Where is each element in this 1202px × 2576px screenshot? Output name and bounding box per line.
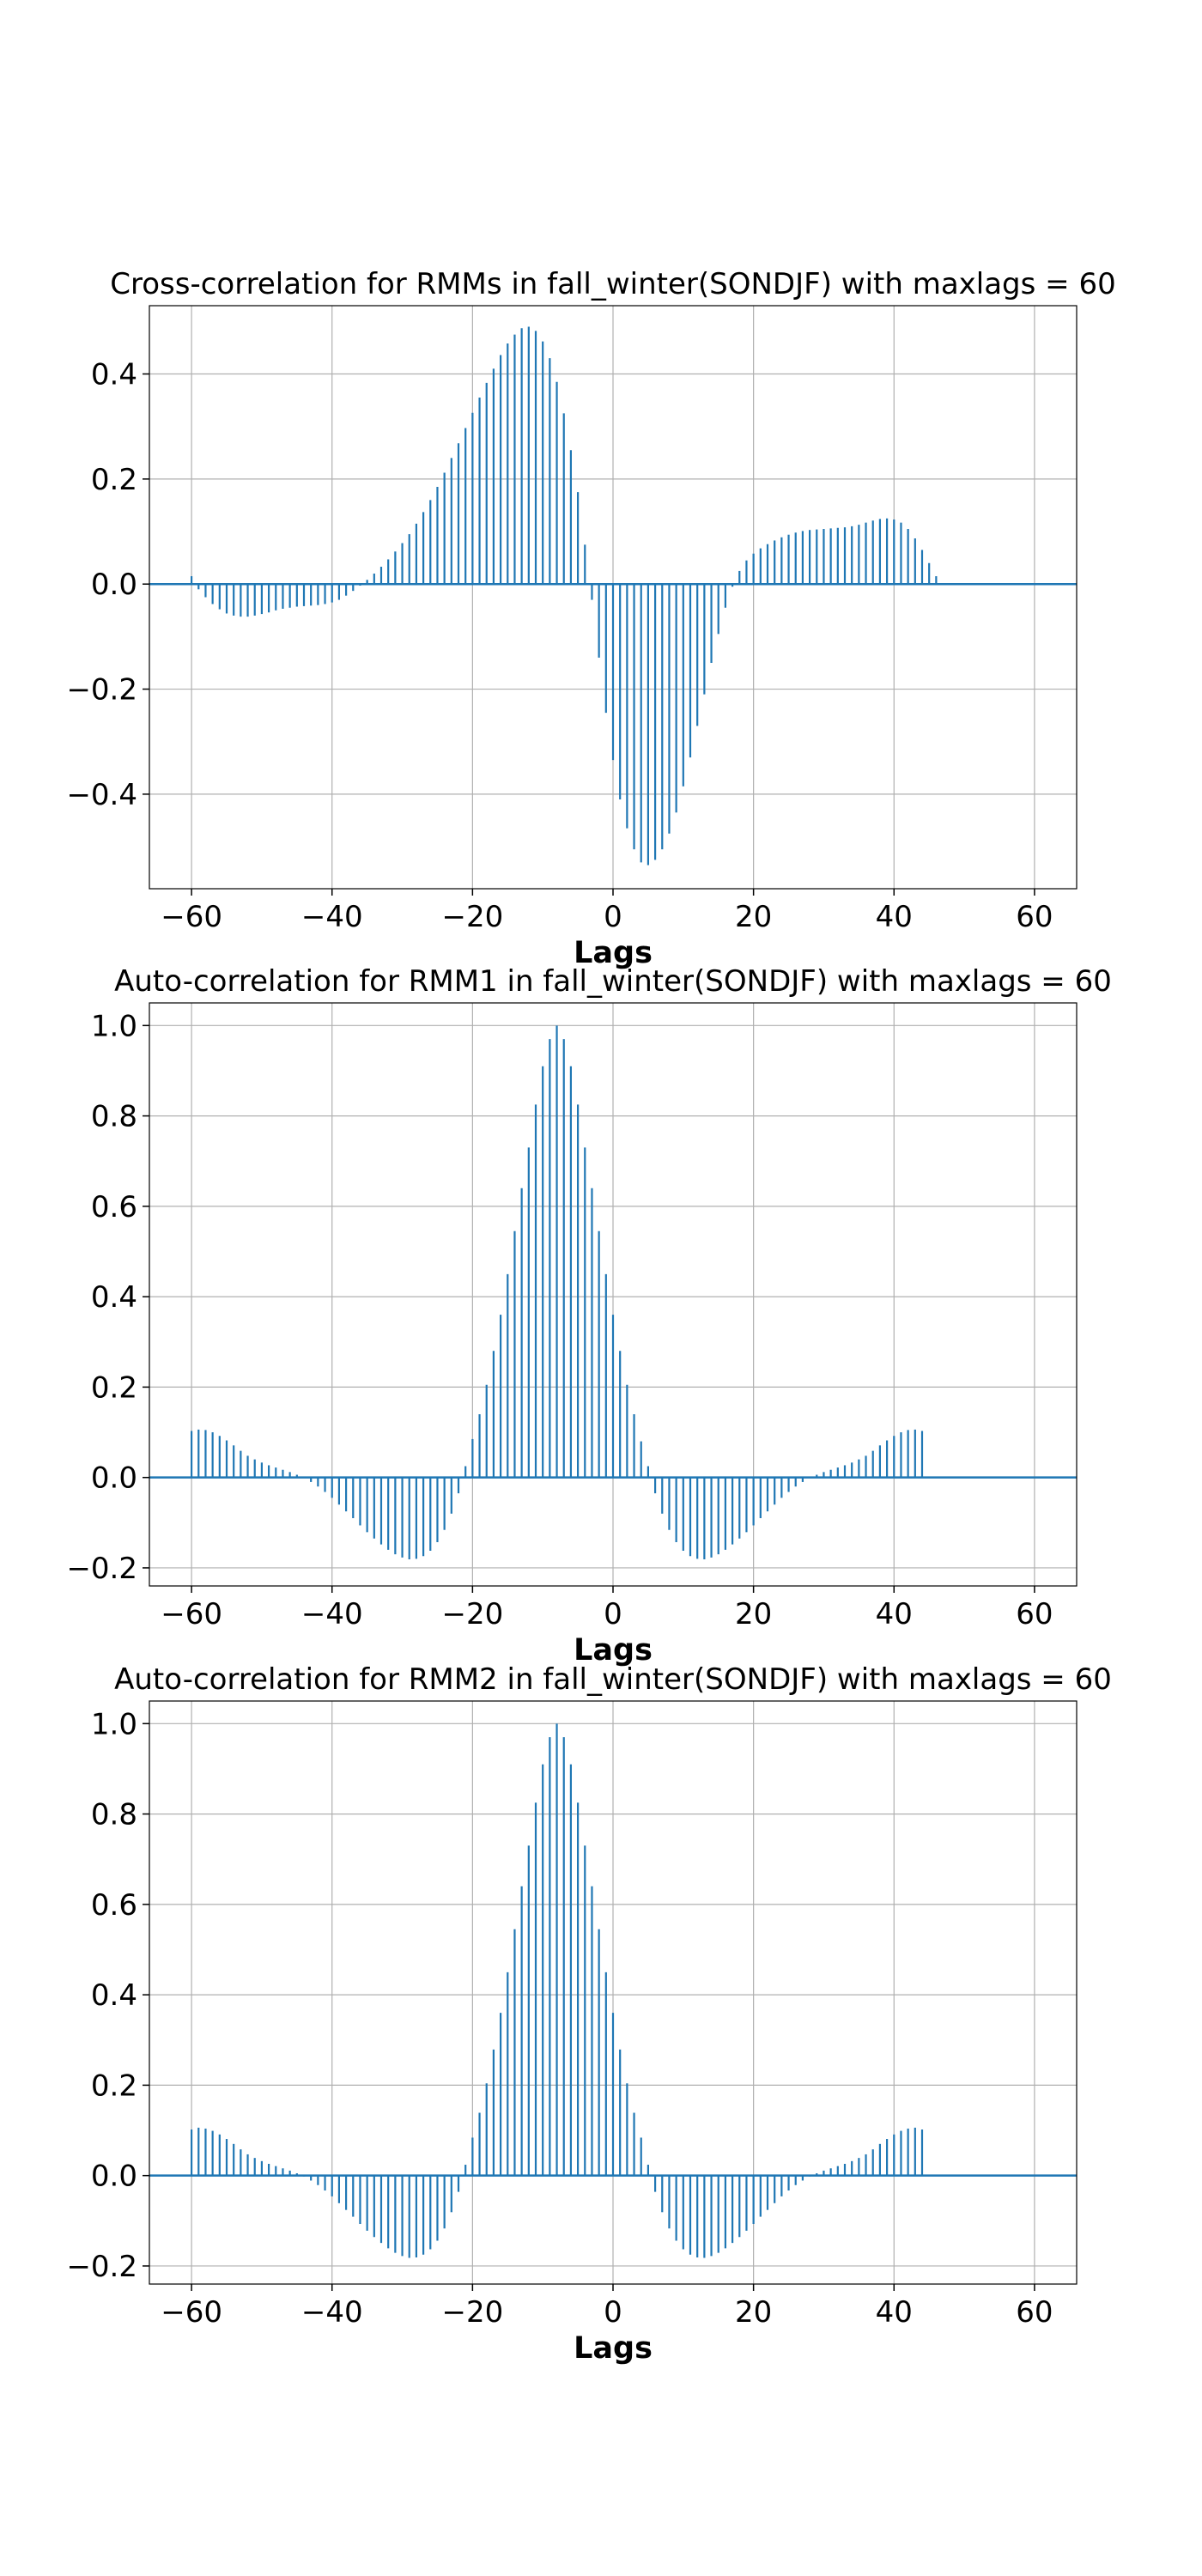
y-tick-label: 0.6 <box>91 1190 137 1224</box>
y-tick-label: 0.2 <box>91 463 137 497</box>
chart-title: Auto-correlation for RMM2 in fall_winter… <box>114 1662 1112 1697</box>
x-tick-label: −40 <box>301 2295 363 2330</box>
y-tick-label: 0.0 <box>91 1461 137 1496</box>
y-tick-label: 0.8 <box>91 1100 137 1134</box>
x-tick-label: −40 <box>301 1597 363 1631</box>
x-tick-label: 0 <box>604 1597 622 1631</box>
y-tick-label: 0.8 <box>91 1798 137 1832</box>
x-tick-label: 40 <box>876 900 913 934</box>
x-axis-label: Lags <box>574 936 653 970</box>
x-axis-label: Lags <box>574 1633 653 1668</box>
y-tick-label: 0.4 <box>91 1280 137 1315</box>
x-axis-label: Lags <box>574 2331 653 2366</box>
x-tick-label: −20 <box>441 900 503 934</box>
y-tick-label: 0.4 <box>91 1978 137 2013</box>
y-tick-label: 0.4 <box>91 358 137 392</box>
chart-3: −60 −40 −20 0 20 40 60 −0.2 0.0 0.2 0.4 0.6 0.8 1.0 Au… <box>66 1662 1111 2366</box>
x-tick-label: −20 <box>441 2295 503 2330</box>
x-tick-label: −60 <box>161 1597 222 1631</box>
x-tick-label: 40 <box>876 1597 913 1631</box>
chart-1: −60 −40 −20 0 20 40 60 −0.4 −0.2 0.0 0.2 0.4 Cross-c… <box>66 267 1115 970</box>
y-tick-label: −0.2 <box>66 2250 137 2284</box>
stems <box>190 1025 924 1559</box>
x-tick-label: 60 <box>1016 1597 1053 1631</box>
x-tick-label: −60 <box>161 900 222 934</box>
y-tick-label: 1.0 <box>91 1707 137 1741</box>
y-tick-label: 0.2 <box>91 2069 137 2103</box>
y-tick-label: −0.2 <box>66 1552 137 1586</box>
x-tick-label: 20 <box>735 2295 772 2330</box>
y-tick-label: 0.6 <box>91 1888 137 1923</box>
chart-2: −60 −40 −20 0 20 40 60 −0.2 0.0 0.2 0.4 0.6 0.8 1.0 Au… <box>66 964 1111 1668</box>
chart-title: Auto-correlation for RMM1 in fall_winter… <box>114 964 1112 999</box>
y-tick-label: 1.0 <box>91 1009 137 1043</box>
x-tick-label: 0 <box>604 900 622 934</box>
x-tick-label: 40 <box>876 2295 913 2330</box>
x-tick-label: −20 <box>441 1597 503 1631</box>
y-tick-label: 0.2 <box>91 1370 137 1405</box>
y-tick-label: −0.4 <box>66 778 137 812</box>
x-tick-label: 0 <box>604 2295 622 2330</box>
x-tick-label: −40 <box>301 900 363 934</box>
stems <box>190 326 938 866</box>
x-tick-label: 20 <box>735 1597 772 1631</box>
chart-title: Cross-correlation for RMMs in fall_winte… <box>110 267 1115 301</box>
y-tick-label: 0.0 <box>91 2160 137 2194</box>
x-tick-label: −60 <box>161 2295 222 2330</box>
x-tick-label: 60 <box>1016 900 1053 934</box>
x-tick-label: 60 <box>1016 2295 1053 2330</box>
stems <box>190 1723 924 2258</box>
y-tick-label: 0.0 <box>91 568 137 602</box>
y-tick-label: −0.2 <box>66 673 137 708</box>
x-tick-label: 20 <box>735 900 772 934</box>
